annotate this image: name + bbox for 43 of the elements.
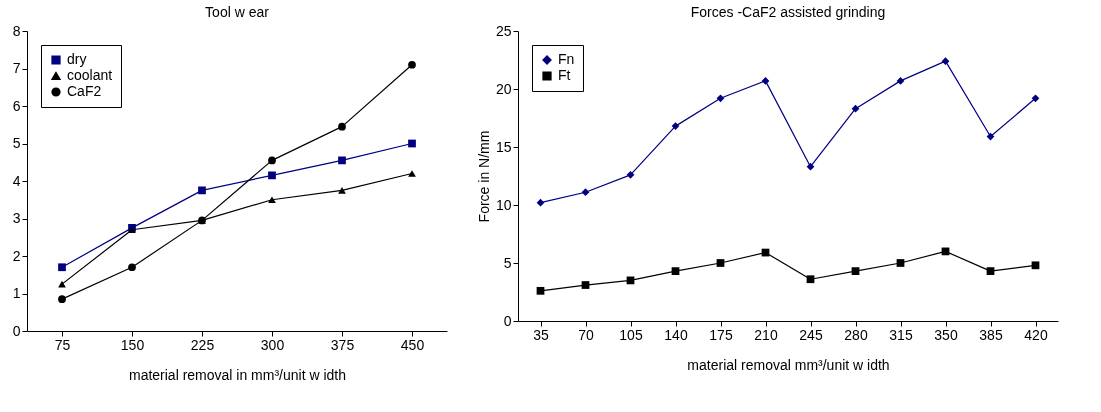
x-tick-label: 75 xyxy=(54,336,71,353)
x-tick-label: 385 xyxy=(979,326,1003,343)
y-tick-label: 2 xyxy=(12,247,21,264)
x-tick-label: 300 xyxy=(260,336,285,353)
x-tick-label: 175 xyxy=(709,326,733,343)
legend-label: Fn xyxy=(558,51,575,67)
x-tick-label: 210 xyxy=(754,326,778,343)
legend-label: Ft xyxy=(558,67,571,83)
x-tick-label: 315 xyxy=(889,326,913,343)
y-tick-label: 0 xyxy=(12,322,21,339)
y-tick-label: 15 xyxy=(495,138,512,155)
x-tick-label: 225 xyxy=(190,336,215,353)
y-tick-label: 5 xyxy=(12,135,21,151)
y-tick-label: 4 xyxy=(12,172,21,189)
x-tick-label: 280 xyxy=(844,326,868,343)
x-tick-label: 140 xyxy=(664,326,688,343)
legend-label: CaF2 xyxy=(67,83,102,99)
y-tick-label: 5 xyxy=(503,254,512,271)
x-tick-label: 375 xyxy=(330,336,355,353)
y-tick-label: 25 xyxy=(495,22,512,39)
x-tick-label: 35 xyxy=(533,326,549,343)
x-axis-title: material removal mm³/unit w idth xyxy=(687,356,890,373)
x-tick-label: 350 xyxy=(934,326,958,343)
chart-title: Tool w ear xyxy=(205,4,270,20)
x-tick-label: 420 xyxy=(1024,326,1048,343)
y-tick-label: 10 xyxy=(495,196,512,213)
y-tick-label: 1 xyxy=(12,285,21,301)
y-tick-label: 20 xyxy=(495,80,512,97)
x-tick-label: 450 xyxy=(400,336,425,353)
y-tick-label: 3 xyxy=(12,210,21,226)
y-tick-label: 8 xyxy=(12,22,21,39)
x-tick-label: 245 xyxy=(799,326,823,343)
y-axis-title: Force in N/mm xyxy=(475,130,492,223)
x-axis-title: material removal in mm³/unit w idth xyxy=(128,366,347,383)
legend-label: coolant xyxy=(67,67,113,83)
y-tick-label: 0 xyxy=(503,312,512,329)
x-tick-label: 70 xyxy=(578,326,594,343)
y-tick-label: 7 xyxy=(12,60,21,76)
x-tick-label: 105 xyxy=(619,326,643,343)
x-tick-label: 150 xyxy=(120,336,145,353)
chart-title: Forces -CaF2 assisted grinding xyxy=(690,4,886,20)
legend-label: dry xyxy=(67,51,87,67)
y-tick-label: 6 xyxy=(12,97,21,114)
